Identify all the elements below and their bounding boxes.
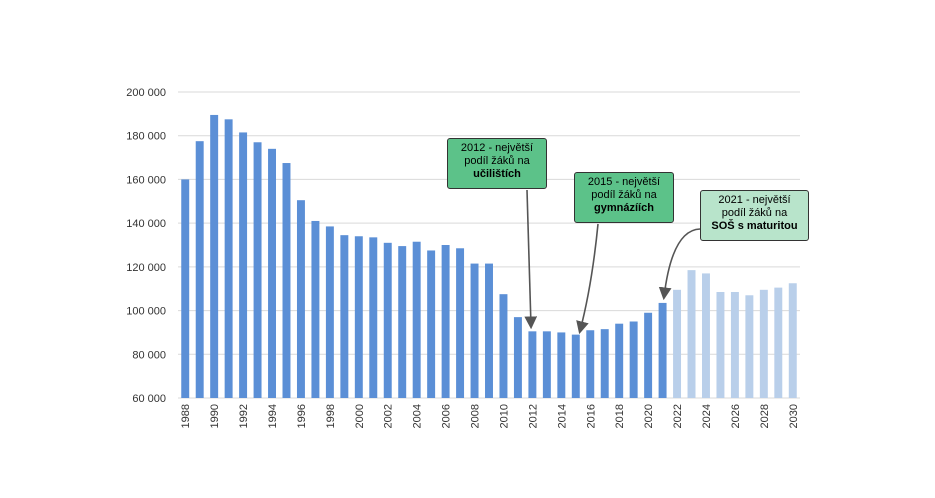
annotation-2012-bold: učilištích xyxy=(473,168,521,180)
y-tick-label: 120 000 xyxy=(126,262,166,274)
bar-2028 xyxy=(759,289,768,398)
bar-1994 xyxy=(268,148,277,398)
bar-1989 xyxy=(195,141,204,398)
bar-2025 xyxy=(716,291,725,398)
annotation-2021-text: 2021 - největší podíl žáků na xyxy=(718,194,791,219)
bar-2030 xyxy=(788,283,797,398)
bar-2015 xyxy=(571,334,580,398)
x-tick-label: 1994 xyxy=(267,404,279,428)
x-tick-label: 2020 xyxy=(643,404,655,428)
x-tick-label: 2028 xyxy=(759,404,771,428)
annotation-arrow-2012 xyxy=(524,189,538,330)
bar-2018 xyxy=(615,323,624,398)
bar-2024 xyxy=(701,273,710,398)
bar-2005 xyxy=(427,250,436,398)
x-tick-label: 2014 xyxy=(556,404,568,428)
bar-2010 xyxy=(499,294,508,398)
x-tick-label: 2012 xyxy=(527,404,539,428)
bars xyxy=(181,114,797,399)
bar-1999 xyxy=(340,235,349,398)
x-axis-ticks: 1988 1990 1992 1994 1996 1998 2000 2002 2004 2006… xyxy=(180,404,800,428)
x-tick-label: 1990 xyxy=(209,404,221,428)
bar-2008 xyxy=(470,263,479,398)
bar-1997 xyxy=(311,220,320,398)
annotation-2015: 2015 - největší podíl žáků na gymnázíích xyxy=(574,172,674,223)
x-tick-label: 2010 xyxy=(498,404,510,428)
bar-2001 xyxy=(369,237,378,398)
x-tick-label: 2002 xyxy=(383,404,395,428)
bar-2002 xyxy=(383,242,392,398)
x-tick-label: 2018 xyxy=(614,404,626,428)
bar-1993 xyxy=(253,142,262,398)
bar-2003 xyxy=(398,246,407,398)
bar-2009 xyxy=(485,263,493,398)
x-tick-label: 2022 xyxy=(672,404,684,428)
y-axis-ticks: 60 000 80 000 100 000 120 000 140 000 160 000… xyxy=(126,87,166,405)
bar-2021 xyxy=(658,302,667,398)
bar-2023 xyxy=(687,270,696,398)
x-tick-label: 2030 xyxy=(788,404,800,428)
bar-2019 xyxy=(629,321,638,398)
bar-2027 xyxy=(745,295,754,398)
y-tick-label: 80 000 xyxy=(132,349,166,361)
bar-1990 xyxy=(210,114,219,398)
x-tick-label: 2024 xyxy=(701,404,713,428)
bar-1992 xyxy=(239,132,248,398)
bar-2026 xyxy=(730,291,739,398)
bar-2004 xyxy=(412,241,421,398)
bar-2029 xyxy=(774,287,783,398)
x-tick-label: 2008 xyxy=(470,404,482,428)
x-tick-label: 2000 xyxy=(354,404,366,428)
annotation-2015-bold: gymnázíích xyxy=(594,202,654,214)
bar-1988 xyxy=(181,179,190,398)
annotation-arrows xyxy=(524,189,701,335)
bar-2013 xyxy=(542,331,551,398)
x-tick-label: 2026 xyxy=(730,404,742,428)
y-tick-label: 160 000 xyxy=(126,174,166,186)
bar-2000 xyxy=(354,236,363,398)
y-tick-label: 140 000 xyxy=(126,218,166,230)
y-tick-label: 60 000 xyxy=(132,393,166,405)
y-tick-label: 180 000 xyxy=(126,131,166,143)
bar-1996 xyxy=(296,200,305,398)
x-tick-label: 1996 xyxy=(296,404,308,428)
annotation-2012: 2012 - největší podíl žáků na učilištích xyxy=(447,138,547,189)
bar-1991 xyxy=(224,119,233,399)
annotation-2021-bold: SOŠ s maturitou xyxy=(711,220,798,232)
bar-2017 xyxy=(600,329,609,398)
y-tick-label: 100 000 xyxy=(126,306,166,318)
bar-2007 xyxy=(456,248,465,398)
bar-2014 xyxy=(557,332,566,398)
bar-1998 xyxy=(325,226,334,398)
annotation-arrow-2015 xyxy=(576,223,599,335)
x-tick-label: 2006 xyxy=(441,404,453,428)
x-tick-label: 2004 xyxy=(412,404,424,428)
bar-2020 xyxy=(644,312,653,398)
x-tick-label: 1988 xyxy=(180,404,192,428)
annotation-2015-text: 2015 - největší podíl žáků na xyxy=(587,176,661,201)
bar-2006 xyxy=(441,245,450,398)
annotation-2021: 2021 - největší podíl žáků na SOŠ s matu… xyxy=(700,190,809,241)
y-tick-label: 200 000 xyxy=(126,87,166,99)
bar-1995 xyxy=(282,163,291,398)
annotation-arrow-2021 xyxy=(658,228,701,301)
annotation-2012-text: 2012 - největší podíl žáků na xyxy=(460,142,534,167)
bar-2011 xyxy=(513,317,522,398)
bar-2022 xyxy=(673,289,682,398)
x-tick-label: 2016 xyxy=(585,404,597,428)
x-tick-label: 1992 xyxy=(238,404,250,428)
x-tick-label: 1998 xyxy=(325,404,337,428)
bar-2016 xyxy=(586,330,595,398)
bar-2012 xyxy=(528,331,537,398)
